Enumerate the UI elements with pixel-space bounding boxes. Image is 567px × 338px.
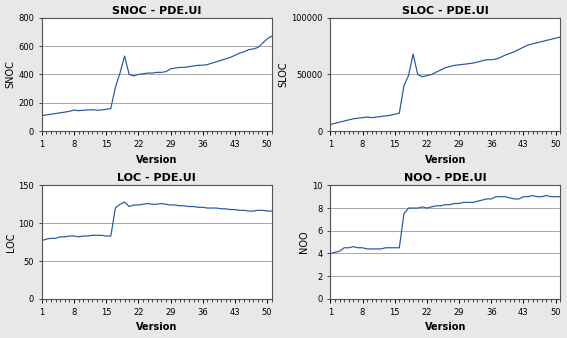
X-axis label: Version: Version: [136, 155, 177, 165]
X-axis label: Version: Version: [136, 322, 177, 333]
Y-axis label: NOO: NOO: [299, 231, 310, 254]
Y-axis label: LOC: LOC: [6, 232, 16, 252]
X-axis label: Version: Version: [425, 322, 466, 333]
Title: NOO - PDE.UI: NOO - PDE.UI: [404, 173, 486, 183]
Title: SLOC - PDE.UI: SLOC - PDE.UI: [402, 5, 489, 16]
Y-axis label: SNOC: SNOC: [6, 61, 15, 89]
X-axis label: Version: Version: [425, 155, 466, 165]
Y-axis label: SLOC: SLOC: [278, 62, 289, 87]
Title: SNOC - PDE.UI: SNOC - PDE.UI: [112, 5, 201, 16]
Title: LOC - PDE.UI: LOC - PDE.UI: [117, 173, 196, 183]
